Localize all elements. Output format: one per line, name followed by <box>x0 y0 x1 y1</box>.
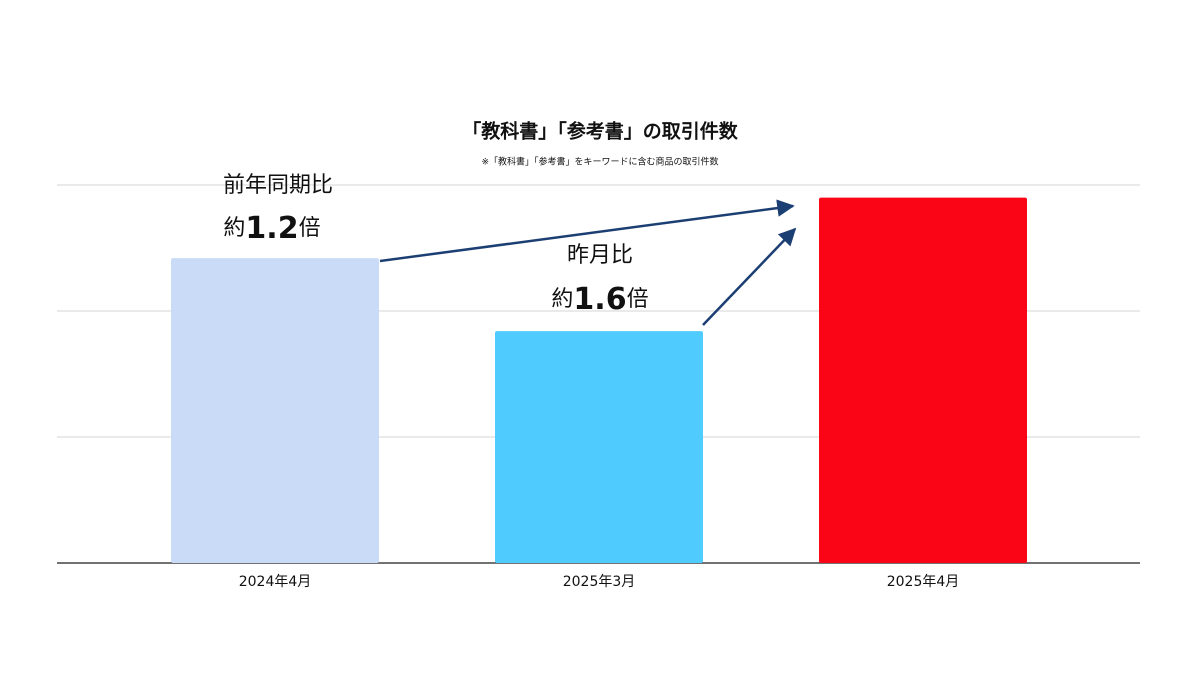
annotation-value: 約1.6倍 <box>551 282 648 317</box>
bar <box>819 197 1027 563</box>
annotation-suffix: 倍 <box>299 216 321 241</box>
annotation-number: 1.6 <box>573 282 626 317</box>
bar <box>495 331 703 563</box>
annotation-number: 1.2 <box>245 211 298 246</box>
arrow <box>702 227 797 326</box>
arrow <box>379 199 795 263</box>
x-tick-label: 2025年3月 <box>563 574 636 590</box>
annotation-prefix: 約 <box>551 287 573 312</box>
annotation-heading: 昨月比 <box>567 243 633 268</box>
chart-title: 「教科書」「参考書」の取引件数 <box>462 120 739 143</box>
chart-subtitle: ※「教科書」「参考書」をキーワードに含む商品の取引件数 <box>481 156 718 168</box>
annotation-prefix: 約 <box>223 216 245 241</box>
annotation-heading: 前年同期比 <box>223 173 333 198</box>
bar <box>171 258 379 563</box>
x-tick-label: 2024年4月 <box>239 574 312 590</box>
annotation-value: 約1.2倍 <box>223 211 320 246</box>
annotation-suffix: 倍 <box>627 287 649 312</box>
x-tick-label: 2025年4月 <box>887 574 960 590</box>
